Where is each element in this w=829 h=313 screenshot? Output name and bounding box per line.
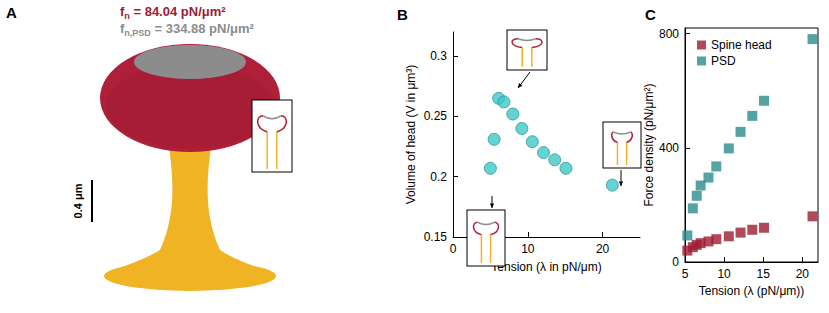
svg-text:PSD: PSD (711, 54, 736, 68)
svg-text:Volume of head (V in μm³): Volume of head (V in μm³) (404, 65, 418, 205)
svg-text:C: C (645, 6, 656, 23)
svg-text:5: 5 (682, 267, 689, 281)
svg-text:20: 20 (796, 267, 810, 281)
svg-text:A: A (6, 4, 17, 21)
svg-text:10: 10 (717, 267, 731, 281)
svg-text:0: 0 (672, 255, 679, 269)
svg-text:Tension (λ in pN/μm): Tension (λ in pN/μm) (491, 260, 601, 274)
svg-text:Tension (λ (pN/μm)): Tension (λ (pN/μm)) (699, 284, 805, 298)
svg-text:20: 20 (596, 242, 610, 256)
svg-text:0.15: 0.15 (424, 230, 448, 244)
svg-text:0.4 μm: 0.4 μm (72, 183, 84, 218)
svg-text:10: 10 (521, 242, 535, 256)
svg-text:0.3: 0.3 (430, 49, 447, 63)
svg-text:400: 400 (659, 141, 679, 155)
svg-text:fn = 84.04 pN/μm²: fn = 84.04 pN/μm² (120, 4, 226, 21)
svg-text:0.2: 0.2 (430, 170, 447, 184)
svg-text:0.25: 0.25 (424, 109, 448, 123)
svg-text:Force density (pN/μm²): Force density (pN/μm²) (642, 84, 656, 207)
svg-text:15: 15 (757, 267, 771, 281)
svg-text:800: 800 (659, 27, 679, 41)
svg-text:fn,PSD = 334.88 pN/μm²: fn,PSD = 334.88 pN/μm² (120, 21, 255, 38)
svg-text:Spine head: Spine head (711, 38, 772, 52)
svg-text:0: 0 (450, 242, 457, 256)
svg-text:B: B (397, 6, 408, 23)
